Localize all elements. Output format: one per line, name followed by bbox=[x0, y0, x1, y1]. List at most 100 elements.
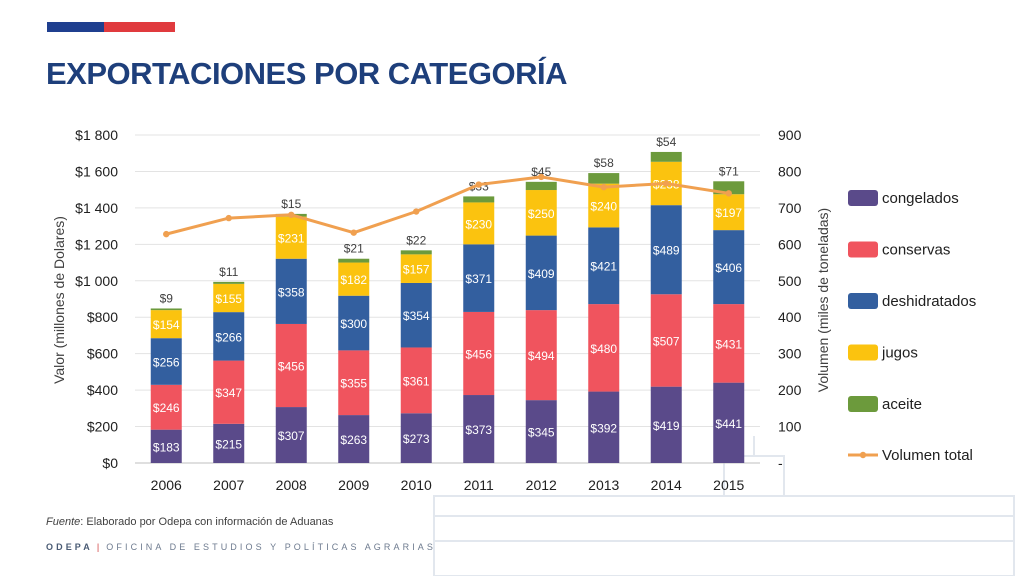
x-axis-tick-labels: 2006 2007 2008 2009 2010 2011 2012 2013 2014 2015 bbox=[151, 477, 745, 493]
volume-line-point bbox=[288, 211, 295, 219]
data-label-deshidratados: $406 bbox=[715, 261, 742, 275]
legend-swatch-congelados bbox=[848, 190, 878, 206]
data-label-congelados: $215 bbox=[215, 437, 242, 451]
bar-jugos bbox=[338, 262, 370, 296]
x-tick-label: 2008 bbox=[276, 477, 307, 493]
data-label-jugos: $157 bbox=[403, 263, 430, 277]
bar-deshidratados bbox=[588, 227, 620, 305]
bar-jugos bbox=[525, 190, 557, 236]
bar-deshidratados bbox=[713, 230, 745, 305]
volume-line-point bbox=[600, 183, 607, 191]
volume-line-point bbox=[538, 173, 545, 181]
y2-tick-label: 600 bbox=[778, 236, 802, 252]
legend-swatch-jugos bbox=[848, 344, 878, 361]
volume-line-point bbox=[225, 214, 232, 222]
volume-line-point bbox=[163, 230, 170, 238]
bar-aceite bbox=[213, 281, 245, 284]
source-text: : Elaborado por Odepa con información de… bbox=[80, 516, 334, 528]
bar-conservas bbox=[150, 384, 182, 430]
footer-text: OFICINA DE ESTUDIOS Y POLÍTICAS AGRARIAS bbox=[106, 542, 437, 552]
bar-conservas bbox=[463, 311, 495, 396]
legend: congelados conservas deshidratados jugos ace… bbox=[848, 190, 976, 464]
data-label-deshidratados: $256 bbox=[153, 356, 180, 370]
data-label-conservas: $494 bbox=[528, 349, 555, 363]
data-label-aceite: $15 bbox=[281, 197, 301, 211]
y-tick-label: $200 bbox=[87, 419, 118, 435]
y2-tick-label: 300 bbox=[778, 346, 802, 362]
bar-deshidratados bbox=[275, 258, 307, 324]
data-label-congelados: $307 bbox=[278, 429, 305, 443]
data-label-deshidratados: $489 bbox=[653, 244, 680, 258]
building-watermark-icon bbox=[433, 436, 1015, 576]
y-tick-label: $600 bbox=[87, 346, 118, 362]
y2-tick-label: 500 bbox=[778, 273, 802, 289]
bar-deshidratados bbox=[338, 295, 370, 351]
y2-tick-label: 200 bbox=[778, 382, 802, 398]
x-tick-label: 2013 bbox=[588, 477, 619, 493]
x-tick-label: 2006 bbox=[151, 477, 182, 493]
data-label-conservas: $246 bbox=[153, 401, 180, 415]
volume-line-point bbox=[475, 181, 482, 188]
y-axis-label: Valor (millones de Dolares) bbox=[51, 216, 67, 384]
bar-jugos bbox=[713, 194, 745, 231]
legend-label-aceite: aceite bbox=[882, 396, 922, 413]
data-label-jugos: $197 bbox=[715, 206, 742, 220]
bar-conservas bbox=[588, 304, 620, 392]
y-tick-label: $800 bbox=[87, 309, 118, 325]
page-title: EXPORTACIONES POR CATEGORÍA bbox=[46, 56, 568, 91]
data-label-deshidratados: $421 bbox=[590, 260, 617, 274]
x-tick-label: 2010 bbox=[401, 477, 432, 493]
data-label-aceite: $71 bbox=[719, 164, 739, 178]
bar-congelados bbox=[400, 413, 432, 463]
flag-blue-stripe bbox=[47, 22, 104, 32]
data-label-congelados: $263 bbox=[340, 433, 367, 447]
data-label-congelados: $373 bbox=[465, 423, 492, 437]
footer-separator: | bbox=[96, 542, 103, 552]
data-label-conservas: $507 bbox=[653, 334, 680, 348]
footer: ODEPA | OFICINA DE ESTUDIOS Y POLÍTICAS AG… bbox=[46, 542, 436, 552]
data-label-deshidratados: $409 bbox=[528, 267, 555, 281]
data-label-conservas: $431 bbox=[715, 337, 742, 351]
y-tick-label: $1 000 bbox=[75, 273, 118, 289]
legend-marker-volume bbox=[859, 451, 867, 459]
bar-jugos bbox=[150, 310, 182, 339]
bar-aceite bbox=[525, 181, 557, 191]
y-tick-label: $1 200 bbox=[75, 236, 118, 252]
y2-tick-label: 700 bbox=[778, 200, 802, 216]
data-label-conservas: $456 bbox=[278, 360, 305, 374]
legend-swatch-aceite bbox=[848, 396, 878, 412]
data-label-jugos: $155 bbox=[215, 292, 242, 306]
data-label-aceite: $22 bbox=[406, 233, 426, 247]
legend-swatch-conservas bbox=[848, 241, 878, 258]
volume-line-point bbox=[725, 190, 732, 197]
y-tick-label: $1 800 bbox=[75, 127, 118, 143]
bar-congelados bbox=[463, 395, 495, 463]
bar-conservas bbox=[275, 323, 307, 408]
bar-conservas bbox=[400, 347, 432, 414]
bar-conservas bbox=[213, 360, 245, 424]
data-label-deshidratados: $266 bbox=[215, 330, 242, 344]
bar-deshidratados bbox=[463, 244, 495, 312]
y-axis-tick-labels: $0 $200 $400 $600 $800 $1 000 $1 200 $1 400 $1 6… bbox=[75, 127, 118, 471]
data-label-jugos: $240 bbox=[590, 200, 617, 214]
data-label-aceite: $45 bbox=[531, 165, 551, 179]
bar-congelados bbox=[213, 423, 245, 463]
bar-deshidratados bbox=[150, 338, 182, 385]
source-label: Fuente bbox=[46, 516, 81, 528]
bar-aceite bbox=[338, 258, 370, 263]
data-label-jugos: $231 bbox=[278, 232, 305, 246]
bar-jugos bbox=[588, 183, 620, 228]
legend-label-congelados: congelados bbox=[882, 190, 959, 207]
data-label-conservas: $361 bbox=[403, 374, 430, 388]
bar-deshidratados bbox=[525, 235, 557, 311]
bar-jugos bbox=[463, 202, 495, 245]
data-label-jugos: $154 bbox=[153, 318, 180, 332]
bar-conservas bbox=[650, 294, 682, 387]
bar-conservas bbox=[713, 304, 745, 383]
data-label-jugos: $182 bbox=[340, 273, 367, 287]
bar-aceite bbox=[400, 250, 432, 255]
data-label-congelados: $273 bbox=[403, 432, 430, 446]
bar-aceite bbox=[588, 173, 620, 184]
bar-aceite bbox=[650, 151, 682, 162]
data-label-jugos: $230 bbox=[465, 217, 492, 231]
